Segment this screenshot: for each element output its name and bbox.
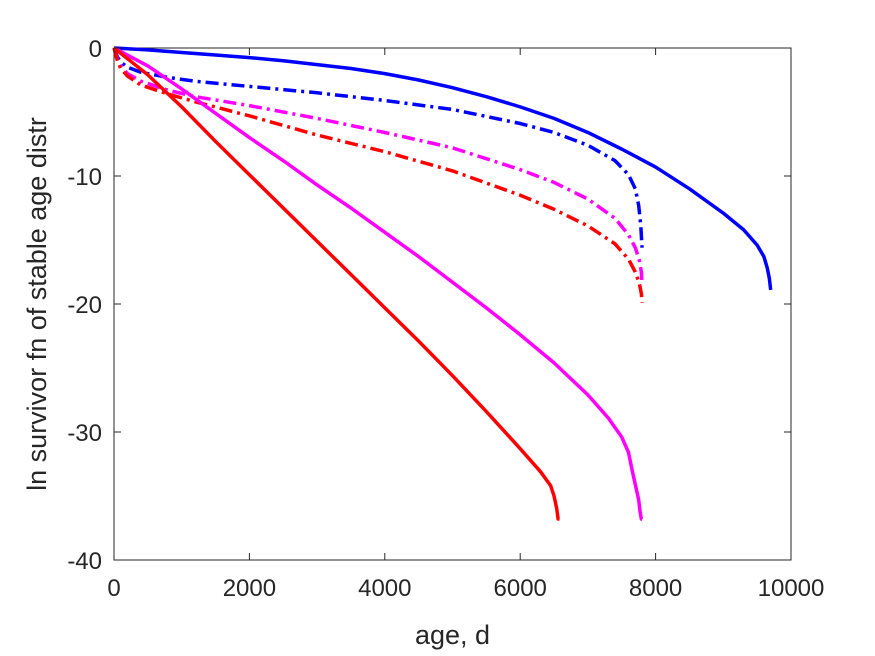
y-tick-label: 0 — [89, 36, 102, 63]
x-tick-label: 8000 — [629, 575, 682, 602]
plot-frame — [113, 47, 792, 561]
series-line-2 — [112, 47, 644, 248]
y-axis-title: ln survivor fn of stable age distr — [22, 117, 52, 491]
x-axis-title: age, d — [415, 620, 490, 650]
y-tick-label: -40 — [67, 548, 102, 575]
x-tick-label: 10000 — [758, 575, 825, 602]
y-tick-label: -30 — [67, 420, 102, 447]
series-line-4 — [112, 47, 644, 303]
series-line-3 — [112, 47, 644, 285]
x-tick-label: 4000 — [358, 575, 411, 602]
y-tick-label: -20 — [67, 292, 102, 319]
series-line-5 — [113, 46, 644, 521]
x-tick-label: 0 — [107, 575, 120, 602]
x-axis: 0 2000 4000 6000 8000 10000 — [107, 48, 824, 602]
series-line-1 — [113, 46, 773, 291]
y-axis: 0 -10 -20 -30 -40 — [67, 36, 791, 575]
y-tick-label: -10 — [67, 164, 102, 191]
series-line-6 — [112, 46, 560, 521]
series-layer — [112, 46, 773, 521]
plot-area — [113, 47, 792, 561]
x-tick-label: 6000 — [494, 575, 547, 602]
x-tick-label: 2000 — [223, 575, 276, 602]
